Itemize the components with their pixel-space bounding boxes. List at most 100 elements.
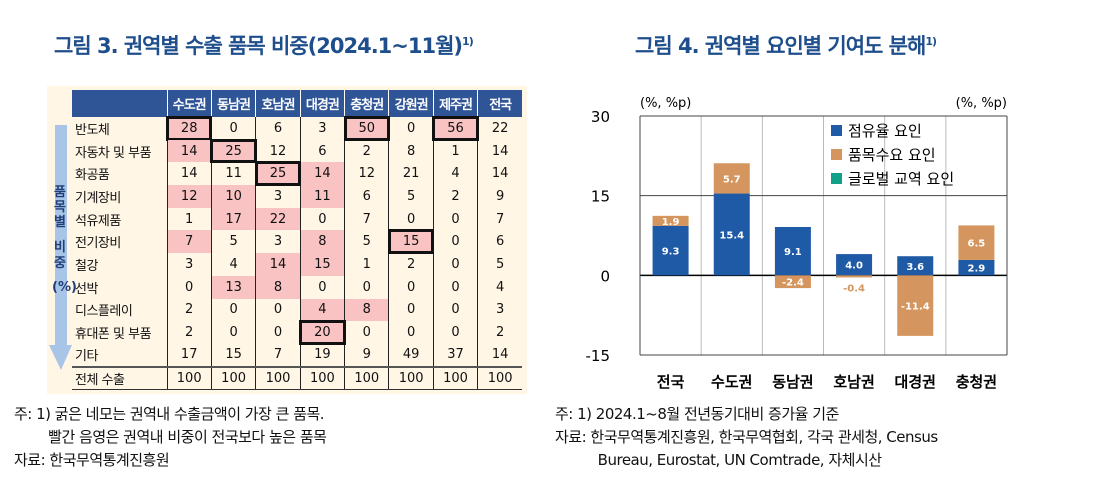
bar-segment xyxy=(713,163,750,194)
total-row: 전체 수출 100 100 100 100 100 100 100 100 xyxy=(72,365,523,390)
table-cell: 0 xyxy=(388,298,434,322)
table-row: 휴대폰 및 부품 2 0 0 20 0 0 0 2 xyxy=(72,320,523,345)
data-label: 5.7 xyxy=(723,174,741,185)
table-cell: 25 xyxy=(210,138,257,164)
x-tick-label: 전국 xyxy=(657,373,685,391)
table-cell: 5 xyxy=(388,185,434,208)
table-cell: 4 xyxy=(432,162,478,186)
table-cell: 9 xyxy=(344,343,389,367)
table-cell: 14 xyxy=(255,253,301,276)
x-tick-label: 동남권 xyxy=(772,373,813,391)
table-cell: 22 xyxy=(477,117,523,140)
bar-segment xyxy=(774,275,811,289)
table-cell: 7 xyxy=(477,207,523,231)
row-label: 선박 xyxy=(75,281,98,297)
table-cell: 17 xyxy=(210,207,256,231)
row-label: 철강 xyxy=(75,258,98,274)
export-share-table: 수도권 동남권 호남권 대경권 충청권 강원권 제주권 전국 반도체 28 0 6 3 50 0 56 22 자동… xyxy=(72,90,523,390)
table-cell: 3 xyxy=(255,230,301,254)
table-cell: 0 xyxy=(299,207,345,231)
y-tick-left: -15 xyxy=(586,347,611,365)
table-cell: 100 xyxy=(388,365,434,390)
column-header: 대경권 xyxy=(299,90,345,117)
x-tick-label: 대경권 xyxy=(895,373,936,391)
table-cell: 8 xyxy=(388,139,434,163)
row-label: 자동차 및 부품 xyxy=(75,145,152,161)
table-cell: 0 xyxy=(388,321,434,344)
table-cell: 50 xyxy=(343,116,390,141)
table-cell: 25 xyxy=(254,161,302,187)
data-label: 6.5 xyxy=(968,239,986,250)
table-cell: 49 xyxy=(388,343,434,367)
table-cell: 7 xyxy=(166,230,212,254)
row-label: 기계장비 xyxy=(75,190,121,206)
x-tick-label: 호남권 xyxy=(833,373,874,391)
row-label: 석유제품 xyxy=(75,213,121,229)
bar-segment xyxy=(836,254,873,276)
table-cell: 22 xyxy=(255,207,301,231)
x-tick-label: 수도권 xyxy=(711,373,752,391)
row-label: 화공품 xyxy=(75,168,110,184)
table-cell: 0 xyxy=(210,117,256,140)
table-cell: 14 xyxy=(477,139,523,163)
legend-swatch xyxy=(831,125,842,136)
table-cell: 56 xyxy=(432,116,479,141)
table-row: 화공품 14 11 25 14 12 21 4 14 xyxy=(72,161,523,187)
table-cell: 1 xyxy=(344,253,389,276)
table-cell: 11 xyxy=(299,185,345,208)
column-header: 제주권 xyxy=(432,90,478,117)
bar-segment xyxy=(897,275,934,336)
table-cell: 5 xyxy=(210,230,256,254)
column-header: 수도권 xyxy=(166,90,212,117)
side-label-char: 별 xyxy=(54,215,66,230)
table-cell: 100 xyxy=(432,365,478,390)
table-row: 전기장비 7 5 3 8 5 15 0 6 xyxy=(72,229,523,255)
table-cell: 8 xyxy=(299,230,345,254)
table-cell: 6 xyxy=(477,230,523,254)
data-label: 4.0 xyxy=(845,261,863,272)
table-cell: 15 xyxy=(299,253,345,276)
note-line: 자료: 한국무역통계진흥원, 한국무역협회, 각국 관세청, Census xyxy=(555,428,938,446)
data-label: -2.4 xyxy=(782,278,804,289)
y-tick-left: 15 xyxy=(591,188,610,206)
data-label: 9.3 xyxy=(662,247,680,258)
table-cell: 15 xyxy=(210,343,256,367)
table-cell: 0 xyxy=(432,207,478,231)
legend-swatch xyxy=(831,149,842,160)
table-cell: 2 xyxy=(166,321,212,344)
table-cell: 4 xyxy=(477,275,523,299)
note-line: 주: 1) 2024.1~8월 전년동기대비 증가율 기준 xyxy=(555,405,839,423)
table-cell: 0 xyxy=(210,298,256,322)
table-cell: 5 xyxy=(477,253,523,276)
table-cell: 17 xyxy=(166,343,212,367)
figure4-title: 그림 4. 권역별 요인별 기여도 분해1) xyxy=(635,34,937,58)
table-cell: 4 xyxy=(210,253,256,276)
table-cell: 0 xyxy=(388,117,434,140)
table-row: 디스플레이 2 0 0 4 8 0 0 3 xyxy=(72,298,523,322)
table-cell: 100 xyxy=(344,365,389,390)
data-label: 9.1 xyxy=(784,247,802,258)
bar-segment xyxy=(652,215,689,226)
table-cell: 20 xyxy=(299,320,346,345)
table-cell: 12 xyxy=(166,185,212,208)
bar-segment xyxy=(652,225,689,276)
table-cell: 10 xyxy=(210,185,256,208)
column-header: 호남권 xyxy=(255,90,301,117)
y-tick-left: 30 xyxy=(591,108,610,126)
table-cell: 37 xyxy=(432,343,478,367)
corner-cell xyxy=(72,90,167,117)
note-line: 자료: 한국무역통계진흥원 xyxy=(14,451,170,469)
table-cell: 28 xyxy=(165,116,213,141)
table-row: 기타 17 15 7 19 9 49 37 14 xyxy=(72,343,523,367)
table-cell: 12 xyxy=(344,162,389,186)
table-row: 석유제품 1 17 22 0 7 0 0 7 xyxy=(72,207,523,231)
column-header: 전국 xyxy=(477,90,523,117)
bar-segment xyxy=(958,225,995,260)
table-cell: 9 xyxy=(477,185,523,208)
table-cell: 21 xyxy=(388,162,434,186)
table-cell: 12 xyxy=(255,139,301,163)
table-cell: 100 xyxy=(210,365,256,390)
legend-label: 점유율 요인 xyxy=(848,122,922,140)
table-cell: 11 xyxy=(210,162,256,186)
row-label: 반도체 xyxy=(75,122,110,138)
